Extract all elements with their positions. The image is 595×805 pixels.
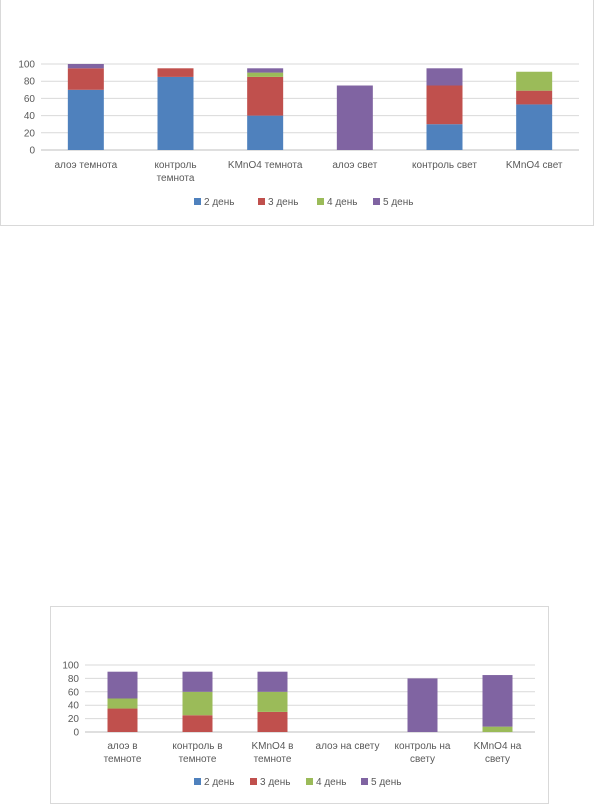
- chart-1-legend-swatch: [317, 198, 324, 205]
- chart-1-category-label: KMnO4 свет: [506, 160, 563, 171]
- chart-2-bar-segment: [107, 671, 138, 699]
- chart-1-y-tick-label: 100: [18, 60, 35, 71]
- chart-1-y-tick-label: 0: [29, 146, 35, 157]
- chart-2-bar-segment: [407, 678, 438, 732]
- chart-1-category-label: KMnO4 темнота: [228, 160, 303, 171]
- chart-2-legend-swatch: [306, 778, 313, 785]
- chart-1-bar-segment: [426, 68, 463, 86]
- chart-2-category-label: алоэ на свету: [316, 741, 380, 752]
- chart-2-plot: 0 20 40 60 80 100 алоэ в темноте контроль в темно…: [62, 661, 535, 788]
- chart-2-legend-label: 3 день: [260, 777, 290, 788]
- chart-2-category-label: KMnO4 в темноте: [252, 741, 294, 765]
- chart-1-category-label: контроль свет: [412, 160, 477, 171]
- chart-2-bar-segment: [182, 671, 213, 692]
- chart-2-category-label: контроль на свету: [395, 741, 451, 765]
- chart-2-category-label: алоэ в темноте: [104, 741, 142, 765]
- chart-1-category-label: контроль темнота: [154, 160, 196, 184]
- chart-1-bar-segment: [336, 85, 373, 150]
- chart-1-legend-label: 5 день: [383, 197, 413, 208]
- chart-2-category-label: KMnO4 на свету: [474, 741, 522, 765]
- chart-2-bar-segment: [482, 726, 513, 732]
- chart-1-bar-segment: [247, 68, 284, 73]
- chart-2-legend-label: 4 день: [316, 777, 346, 788]
- chart-1-legend-label: 4 день: [327, 197, 357, 208]
- chart-1-bar-segment: [247, 115, 284, 150]
- chart-1-category-label: алоэ темнота: [54, 160, 117, 171]
- chart-1-bar-segment: [516, 90, 553, 105]
- chart-2-y-tick-label: 80: [68, 674, 80, 685]
- chart-1-legend-swatch: [194, 198, 201, 205]
- chart-1-y-tick-label: 60: [24, 94, 36, 105]
- chart-1-bar-segment: [157, 68, 194, 77]
- chart-2-category-label: контроль в темноте: [172, 741, 222, 765]
- chart-2-bar-segment: [257, 691, 288, 712]
- chart-1-legend-label: 2 день: [204, 197, 234, 208]
- chart-1-legend-swatch: [373, 198, 380, 205]
- chart-2-bar-segment: [107, 708, 138, 732]
- chart-2-y-tick-label: 0: [73, 728, 79, 739]
- chart-2-y-tick-label: 20: [68, 714, 80, 725]
- chart-2-legend-swatch: [361, 778, 368, 785]
- chart-1-category-label: алоэ свет: [332, 160, 377, 171]
- chart-1-y-tick-label: 20: [24, 128, 36, 139]
- chart-1-bar-segment: [516, 71, 553, 91]
- chart-1-bar-segment: [516, 104, 553, 150]
- chart-1-bar-segment: [67, 68, 104, 90]
- chart-2-y-tick-label: 60: [68, 687, 80, 698]
- chart-2-y-tick-label: 100: [62, 661, 79, 672]
- chart-2-legend-label: 2 день: [204, 777, 234, 788]
- chart-2-bar-segment: [482, 675, 513, 727]
- chart-1-bar-segment: [247, 76, 284, 116]
- chart-1-y-tick-label: 40: [24, 111, 36, 122]
- chart-1-y-tick-label: 80: [24, 77, 36, 88]
- chart-2-legend-swatch: [194, 778, 201, 785]
- chart-2-y-tick-label: 40: [68, 701, 80, 712]
- chart-2-bar-segment: [257, 711, 288, 732]
- chart-1-bar-segment: [426, 85, 463, 125]
- chart-2-bar-segment: [257, 671, 288, 692]
- chart-1-bar-segment: [67, 89, 104, 150]
- chart-2-legend-swatch: [250, 778, 257, 785]
- chart-1-bar-segment: [426, 124, 463, 150]
- chart-2-bar-segment: [182, 715, 213, 732]
- chart-1: 0 20 40 60 80 100 алоэ темнота контроль темнота K…: [0, 0, 594, 226]
- chart-2-bar-segment: [182, 691, 213, 716]
- chart-1-bar-segment: [67, 64, 104, 69]
- chart-2-legend-label: 5 день: [371, 777, 401, 788]
- chart-2: 0 20 40 60 80 100 алоэ в темноте контроль в темно…: [50, 606, 549, 804]
- chart-1-legend-label: 3 день: [268, 197, 298, 208]
- chart-1-bar-segment: [247, 72, 284, 77]
- chart-1-bar-segment: [157, 76, 194, 150]
- chart-2-bar-segment: [107, 698, 138, 709]
- chart-1-legend-swatch: [258, 198, 265, 205]
- chart-1-plot: 0 20 40 60 80 100 алоэ темнота контроль темнота K…: [18, 60, 579, 208]
